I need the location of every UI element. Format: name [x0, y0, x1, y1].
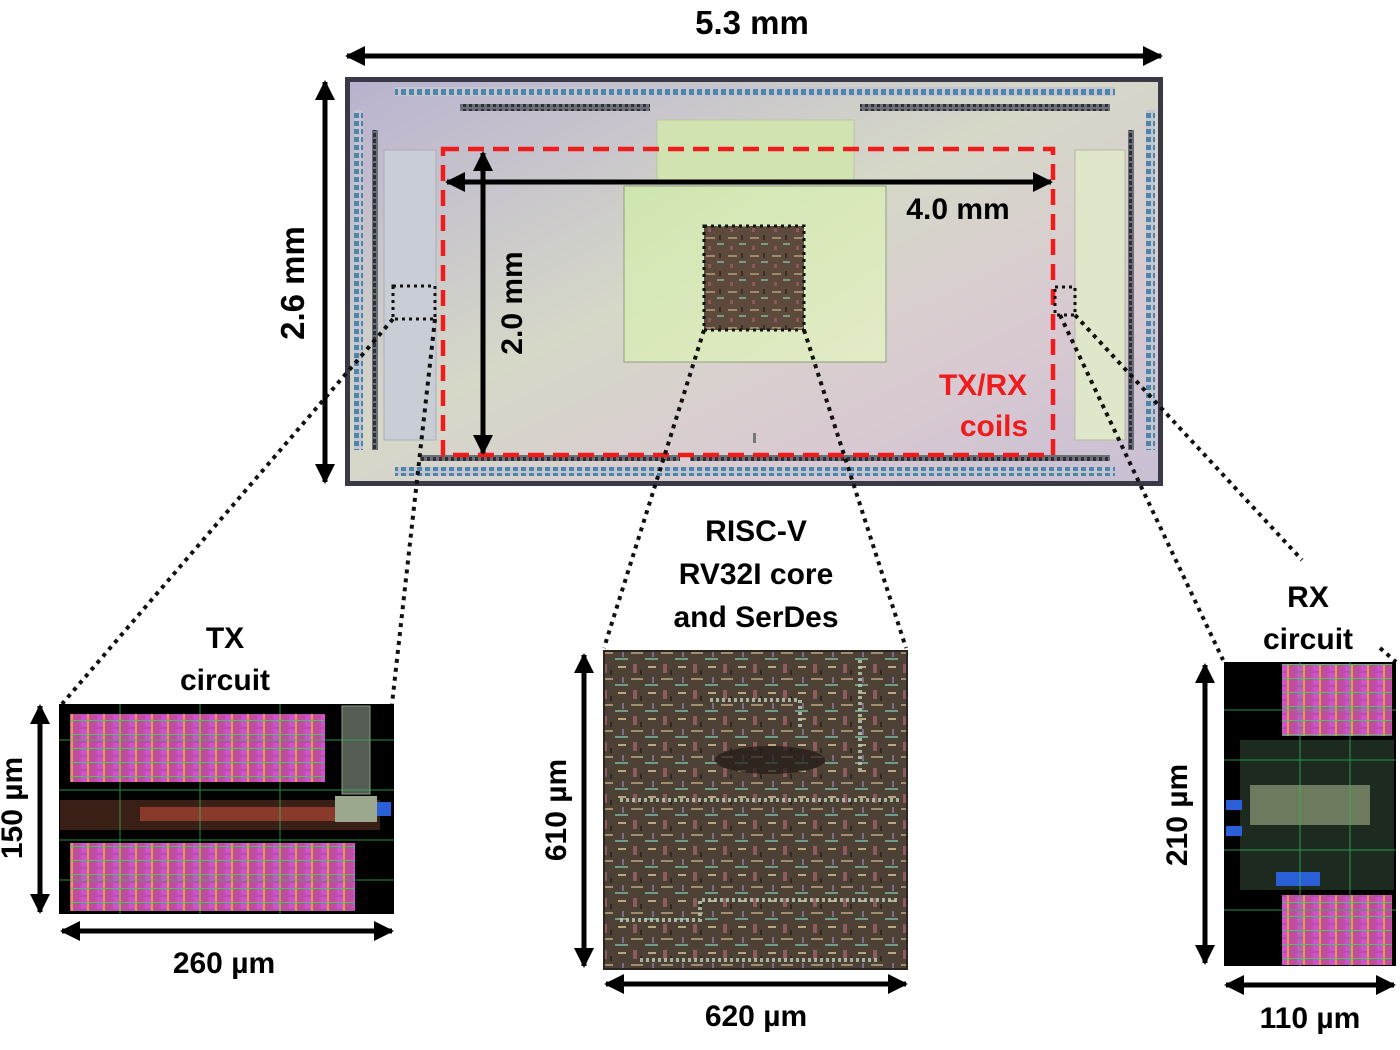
tx-port — [377, 802, 391, 816]
rx-leader-left — [1058, 314, 1225, 661]
rx-port — [1226, 826, 1242, 836]
die-photo — [345, 77, 1163, 486]
tx-cell-block — [70, 843, 355, 911]
die-mark — [753, 433, 756, 443]
left-pad-column — [354, 110, 363, 450]
core-title-line3: and SerDes — [673, 601, 838, 634]
core-title-line2: RV32I core — [679, 558, 834, 591]
rx-port — [1276, 872, 1320, 886]
tx-selection-box — [391, 284, 437, 321]
rx-height-label: 210 µm — [1161, 764, 1194, 866]
tx-height-label: 150 µm — [0, 757, 29, 859]
core-title-line1: RISC-V — [705, 515, 807, 548]
core-layout-image — [604, 651, 907, 969]
io-row — [460, 104, 650, 111]
coil-width-label: 4.0 mm — [906, 193, 1009, 226]
rx-title-line1: RX — [1287, 581, 1329, 614]
tx-driver-chain — [140, 807, 340, 821]
core-selection-box — [702, 224, 806, 332]
leader-lines — [60, 313, 1398, 706]
rx-leader-right — [1073, 313, 1304, 562]
core-leader-left — [602, 329, 706, 649]
coil-label-line1: TX/RX — [939, 369, 1027, 402]
die-width-label: 5.3 mm — [695, 4, 809, 41]
rx-amplifier — [1250, 785, 1370, 825]
coil-outline — [440, 146, 1056, 458]
tx-output-line — [341, 705, 371, 795]
rx-port — [1226, 800, 1242, 810]
io-column — [372, 130, 378, 450]
coil-height-label: 2.0 mm — [496, 251, 529, 354]
rx-cell-block — [1282, 895, 1392, 965]
core-height-label: 610 µm — [540, 759, 573, 861]
bottom-pad-row — [395, 467, 1115, 476]
rx-leader-tail — [1378, 646, 1398, 664]
coil-label-line2: coils — [960, 410, 1028, 443]
io-row — [690, 455, 1110, 461]
tx-output-pad — [335, 796, 377, 822]
io-row — [860, 104, 1110, 111]
tx-cell-block — [70, 714, 325, 782]
tx-title-line1: TX — [206, 622, 244, 655]
tx-leader-left — [60, 317, 395, 706]
core-layout — [603, 650, 908, 970]
core-thumbnail — [704, 226, 804, 330]
core-dark-region — [715, 746, 825, 774]
tx-title-line2: circuit — [180, 664, 270, 697]
core-leader-right — [802, 329, 908, 649]
rx-layout — [1224, 662, 1396, 966]
top-pad-row — [395, 87, 1115, 96]
right-macro-block — [1074, 149, 1126, 441]
rx-width-label: 110 µm — [1260, 1002, 1361, 1035]
rx-title-line2: circuit — [1263, 623, 1353, 656]
die-height-label: 2.6 mm — [274, 226, 311, 340]
right-pad-column — [1146, 110, 1155, 450]
tx-width-label: 260 µm — [173, 947, 275, 980]
tx-leader-right — [390, 318, 437, 705]
rx-selection-box — [1053, 285, 1077, 317]
rx-cell-block — [1282, 664, 1392, 736]
io-row — [420, 455, 680, 461]
tx-layout — [59, 704, 394, 914]
io-column — [1128, 130, 1134, 450]
core-width-label: 620 µm — [705, 1000, 807, 1033]
